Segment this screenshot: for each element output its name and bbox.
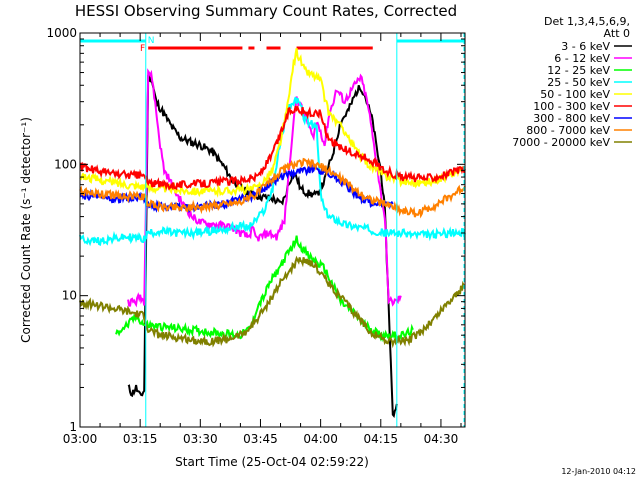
axis-ticks [79,33,465,428]
y-tick-label: 1 [69,420,77,434]
legend-label-2: 12 - 25 keV [547,64,610,77]
x-tick-label: 03:30 [183,432,218,446]
x-tick-label: 03:15 [123,432,158,446]
series-layer [79,48,466,419]
y-tick-label: 10 [62,289,77,303]
series-line-3 [79,96,466,247]
series-line-5 [79,104,466,192]
y-axis-label: Corrected Count Rate (s⁻¹ detector⁻¹) [19,117,33,343]
x-tick-labels: 03:00 03:15 03:30 03:45 04:00 04:15 04:30 [63,432,459,446]
series-line-4 [79,48,466,198]
night-flag-label: N [148,36,155,46]
legend-label-8: 7000 - 20000 keV [512,136,610,149]
legend-label-7: 800 - 7000 keV [526,124,610,137]
footer-timestamp: 12-Jan-2010 04:12 [561,467,636,476]
x-tick-label: 03:45 [243,432,278,446]
series-line-8 [79,255,466,349]
series-line-2 [115,235,414,343]
legend-header-line-2: Att 0 [604,27,630,40]
legend-label-5: 100 - 300 keV [533,100,610,113]
legend-label-3: 25 - 50 keV [547,76,610,89]
flare-flag-label: F [140,44,145,54]
x-tick-label: 03:00 [63,432,98,446]
legend-label-4: 50 - 100 keV [540,88,610,101]
legend-header-line-1: Det 1,3,4,5,6,9, [544,15,630,28]
flag-bars [80,39,465,50]
y-tick-label: 1000 [46,26,77,40]
x-tick-label: 04:00 [303,432,338,446]
plot-frame [79,32,466,428]
chart-title: HESSI Observing Summary Count Rates, Cor… [75,2,457,20]
y-tick-label: 100 [54,157,77,171]
legend-label-0: 3 - 6 keV [561,40,610,53]
y-tick-labels: 1 10 100 1000 [46,26,77,434]
saa-lines [145,33,465,427]
legend-label-6: 300 - 800 keV [533,112,610,125]
series-line-0 [127,72,398,419]
x-tick-label: 04:30 [424,432,459,446]
x-axis-label: Start Time (25-Oct-04 02:59:22) [175,455,369,469]
x-tick-label: 04:15 [363,432,398,446]
series-line-7 [79,157,466,219]
legend-label-1: 6 - 12 keV [554,52,610,65]
